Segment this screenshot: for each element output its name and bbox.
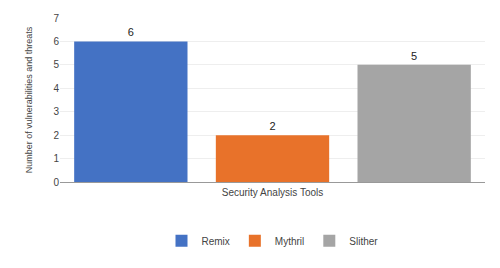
svg-text:0: 0 — [53, 177, 59, 188]
svg-text:2: 2 — [269, 120, 275, 132]
svg-text:Mythril: Mythril — [275, 236, 304, 247]
svg-text:6: 6 — [128, 26, 134, 38]
svg-text:4: 4 — [53, 83, 59, 94]
svg-text:Number of vulnerabilities and: Number of vulnerabilities and threats — [24, 26, 34, 173]
svg-text:2: 2 — [53, 130, 59, 141]
svg-text:Security Analysis Tools: Security Analysis Tools — [222, 187, 324, 198]
svg-text:7: 7 — [53, 13, 59, 24]
svg-text:1: 1 — [53, 153, 59, 164]
svg-text:5: 5 — [411, 50, 417, 62]
svg-text:3: 3 — [53, 106, 59, 117]
svg-text:6: 6 — [53, 36, 59, 47]
svg-text:Slither: Slither — [349, 236, 378, 247]
svg-text:5: 5 — [53, 59, 59, 70]
svg-text:Remix: Remix — [202, 236, 230, 247]
